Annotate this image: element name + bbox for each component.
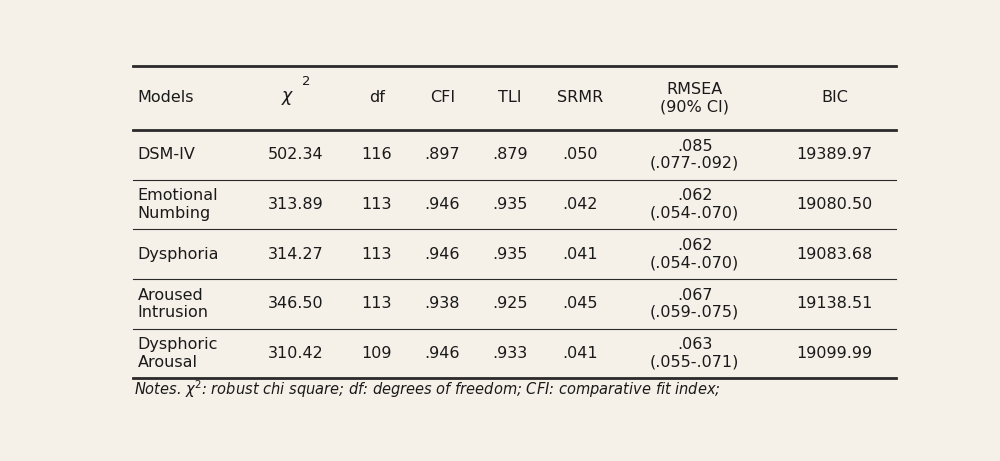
Text: 109: 109 — [361, 346, 392, 361]
Text: BIC: BIC — [821, 90, 848, 106]
Text: .045: .045 — [562, 296, 598, 311]
Text: Models: Models — [137, 90, 194, 106]
Text: 313.89: 313.89 — [268, 197, 324, 212]
Text: 19099.99: 19099.99 — [797, 346, 873, 361]
Text: 502.34: 502.34 — [268, 147, 324, 162]
Text: TLI: TLI — [498, 90, 522, 106]
Text: .085
(.077-.092): .085 (.077-.092) — [650, 138, 739, 171]
Text: .933: .933 — [493, 346, 528, 361]
Text: Dysphoric
Arousal: Dysphoric Arousal — [137, 337, 218, 370]
Text: 113: 113 — [361, 296, 392, 311]
Text: .946: .946 — [425, 247, 460, 261]
Text: .042: .042 — [562, 197, 598, 212]
Text: 346.50: 346.50 — [268, 296, 324, 311]
Text: .946: .946 — [425, 346, 460, 361]
Text: .062
(.054-.070): .062 (.054-.070) — [650, 188, 739, 221]
Text: RMSEA
(90% CI): RMSEA (90% CI) — [660, 82, 729, 114]
Text: .897: .897 — [425, 147, 460, 162]
Text: .067
(.059-.075): .067 (.059-.075) — [650, 288, 739, 320]
Text: .879: .879 — [492, 147, 528, 162]
Text: 19083.68: 19083.68 — [797, 247, 873, 261]
Text: .938: .938 — [425, 296, 460, 311]
Text: .041: .041 — [562, 346, 598, 361]
Text: 19389.97: 19389.97 — [797, 147, 873, 162]
Text: 2: 2 — [302, 76, 310, 89]
Text: Emotional
Numbing: Emotional Numbing — [137, 188, 218, 221]
Text: df: df — [369, 90, 385, 106]
Text: .935: .935 — [493, 247, 528, 261]
Text: .925: .925 — [492, 296, 528, 311]
Text: SRMR: SRMR — [557, 90, 603, 106]
Text: .063
(.055-.071): .063 (.055-.071) — [650, 337, 739, 370]
Text: DSM-IV: DSM-IV — [137, 147, 195, 162]
Text: Notes. $\chi$$^2$: robust chi square; df: degrees of freedom; CFI: comparative f: Notes. $\chi$$^2$: robust chi square; df… — [134, 378, 721, 400]
Text: 314.27: 314.27 — [268, 247, 324, 261]
Text: $\chi$: $\chi$ — [281, 89, 295, 107]
Text: 19080.50: 19080.50 — [797, 197, 873, 212]
Text: .041: .041 — [562, 247, 598, 261]
Text: .946: .946 — [425, 197, 460, 212]
Text: 113: 113 — [361, 247, 392, 261]
Text: .050: .050 — [562, 147, 598, 162]
Text: 19138.51: 19138.51 — [796, 296, 873, 311]
Text: CFI: CFI — [430, 90, 455, 106]
Text: .935: .935 — [493, 197, 528, 212]
Text: 116: 116 — [361, 147, 392, 162]
Text: 310.42: 310.42 — [268, 346, 324, 361]
Text: 113: 113 — [361, 197, 392, 212]
Text: Aroused
Intrusion: Aroused Intrusion — [137, 288, 208, 320]
Text: Dysphoria: Dysphoria — [137, 247, 219, 261]
Text: .062
(.054-.070): .062 (.054-.070) — [650, 238, 739, 270]
